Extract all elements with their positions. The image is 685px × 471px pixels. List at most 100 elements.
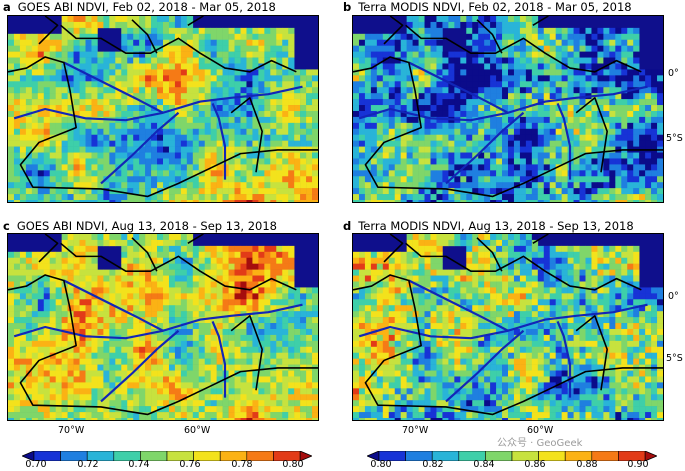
- ndvi-cell: [37, 293, 45, 300]
- ndvi-cell: [306, 352, 313, 359]
- ndvi-cell: [133, 346, 140, 354]
- ndvi-cell: [561, 170, 568, 177]
- ndvi-cell: [234, 128, 241, 136]
- ndvi-cell: [61, 340, 68, 348]
- ndvi-cell: [37, 33, 45, 41]
- ndvi-cell: [97, 388, 104, 395]
- ndvi-cell: [49, 281, 56, 288]
- ndvi-cell: [400, 99, 407, 106]
- ndvi-cell: [282, 287, 289, 294]
- ndvi-cell: [448, 57, 455, 64]
- ndvi-cell: [496, 122, 503, 130]
- ndvi-cell: [85, 287, 92, 294]
- ndvi-cell: [210, 63, 217, 70]
- ndvi-cell: [270, 245, 277, 253]
- ndvi-cell: [258, 158, 265, 165]
- ndvi-cell: [210, 370, 217, 377]
- ndvi-cell: [561, 158, 568, 165]
- ndvi-cell: [210, 122, 217, 130]
- ndvi-cell: [180, 110, 188, 118]
- ndvi-cell: [555, 158, 562, 165]
- ndvi-cell: [85, 87, 92, 94]
- ndvi-cell: [442, 234, 449, 241]
- ndvi-cell: [567, 39, 574, 46]
- ndvi-cell: [519, 16, 527, 23]
- ndvi-cell: [25, 412, 33, 419]
- ndvi-cell: [97, 299, 104, 306]
- ndvi-cell: [531, 128, 539, 136]
- ndvi-cell: [91, 116, 98, 124]
- ndvi-cell: [448, 188, 455, 195]
- ndvi-cell: [43, 81, 51, 88]
- ndvi-cell: [127, 346, 134, 354]
- ndvi-cell: [573, 33, 580, 41]
- ndvi-cell: [382, 69, 390, 76]
- ndvi-cell: [609, 170, 616, 177]
- ndvi-cell: [270, 293, 277, 300]
- ndvi-cell: [19, 110, 27, 118]
- ndvi-cell: [478, 51, 485, 58]
- ndvi-cell: [258, 388, 265, 395]
- ndvi-cell: [109, 99, 116, 106]
- ndvi-cell: [109, 134, 116, 141]
- ndvi-cell: [579, 99, 586, 106]
- ndvi-cell: [174, 45, 182, 52]
- ndvi-cell: [163, 194, 170, 201]
- ndvi-cell: [537, 51, 545, 58]
- ndvi-cell: [121, 251, 128, 259]
- ndvi-cell: [282, 93, 289, 100]
- ndvi-cell: [37, 110, 45, 118]
- ndvi-cell: [31, 116, 39, 124]
- ndvi-cell: [49, 358, 56, 365]
- ndvi-cell: [85, 263, 92, 270]
- ndvi-cell: [49, 110, 56, 118]
- ndvi-cell: [508, 93, 515, 100]
- ndvi-cell: [139, 170, 146, 177]
- ndvi-cell: [145, 323, 152, 330]
- ndvi-cell: [19, 293, 27, 300]
- ndvi-cell: [186, 388, 194, 395]
- ndvi-cell: [531, 146, 539, 153]
- ndvi-cell: [31, 110, 39, 118]
- ndvi-cell: [121, 63, 128, 70]
- ndvi-cell: [246, 412, 253, 419]
- ndvi-cell: [382, 122, 390, 130]
- ndvi-cell: [115, 358, 122, 365]
- ndvi-cell: [436, 51, 443, 58]
- ndvi-cell: [228, 158, 235, 165]
- ndvi-cell: [198, 122, 206, 130]
- ndvi-cell: [276, 152, 283, 159]
- ndvi-cell: [496, 158, 503, 165]
- ndvi-cell: [174, 39, 182, 46]
- ndvi-cell: [222, 275, 229, 282]
- ndvi-cell: [240, 164, 247, 171]
- ndvi-cell: [228, 164, 235, 171]
- ndvi-cell: [579, 269, 586, 276]
- ndvi-cell: [252, 57, 259, 64]
- ndvi-cell: [555, 81, 562, 88]
- ndvi-cell: [258, 418, 265, 420]
- ndvi-cell: [91, 328, 98, 336]
- ndvi-cell: [621, 45, 628, 52]
- ndvi-cell: [406, 188, 413, 195]
- panel-b-letter: b: [343, 0, 352, 14]
- ndvi-cell: [61, 81, 68, 88]
- ndvi-cell: [555, 116, 562, 124]
- ndvi-cell: [424, 245, 431, 253]
- ndvi-cell: [312, 334, 318, 342]
- ndvi-cell: [525, 57, 533, 64]
- ndvi-cell: [61, 152, 68, 159]
- ndvi-cell: [549, 122, 556, 130]
- ndvi-cell: [13, 75, 21, 82]
- ndvi-cell: [133, 170, 140, 177]
- ndvi-cell: [139, 45, 146, 52]
- ndvi-cell: [442, 57, 449, 64]
- ndvi-cell: [288, 99, 295, 106]
- ndvi-cell: [567, 51, 574, 58]
- ndvi-cell: [246, 51, 253, 58]
- ndvi-cell: [364, 134, 372, 141]
- ndvi-cell: [8, 140, 15, 147]
- ndvi-cell: [180, 33, 188, 41]
- ndvi-cell: [478, 116, 485, 124]
- ndvi-cell: [222, 128, 229, 136]
